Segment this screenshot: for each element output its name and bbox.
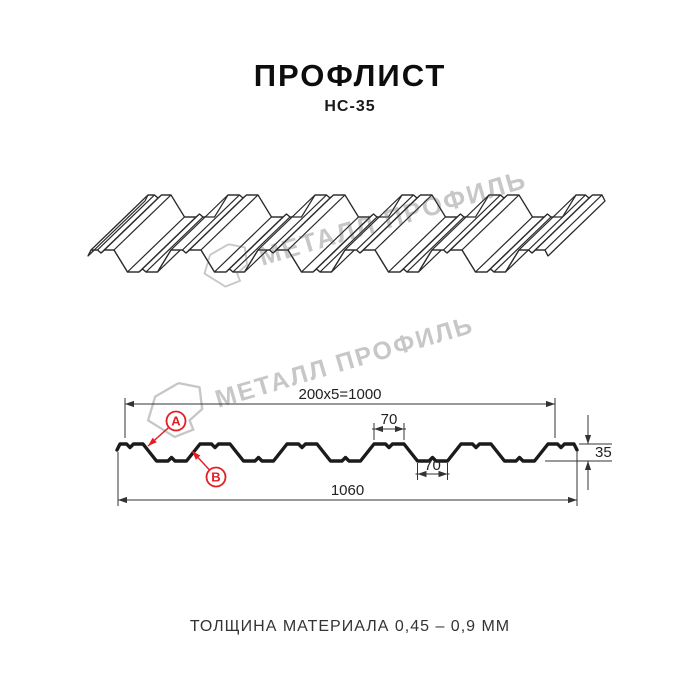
profile-model-code: НС-35 bbox=[324, 98, 376, 115]
svg-text:B: B bbox=[211, 470, 220, 485]
material-thickness-note: ТОЛЩИНА МАТЕРИАЛА 0,45 – 0,9 ММ bbox=[189, 618, 511, 635]
svg-text:200x5=1000: 200x5=1000 bbox=[299, 386, 382, 403]
svg-text:1060: 1060 bbox=[331, 482, 364, 499]
section-profile-outline bbox=[115, 442, 579, 463]
svg-text:35: 35 bbox=[595, 444, 612, 461]
svg-text:70: 70 bbox=[424, 457, 441, 474]
sheet-3d-group bbox=[87, 194, 606, 273]
svg-text:A: A bbox=[171, 414, 181, 429]
detail-callouts: AB bbox=[147, 410, 227, 488]
section-dimensions: 200x5=1000 1060 70 70 35 bbox=[117, 386, 612, 506]
detail-callout-circle bbox=[205, 466, 227, 488]
page-title: ПРОФЛИСТ bbox=[253, 58, 447, 93]
svg-text:70: 70 bbox=[381, 411, 398, 428]
